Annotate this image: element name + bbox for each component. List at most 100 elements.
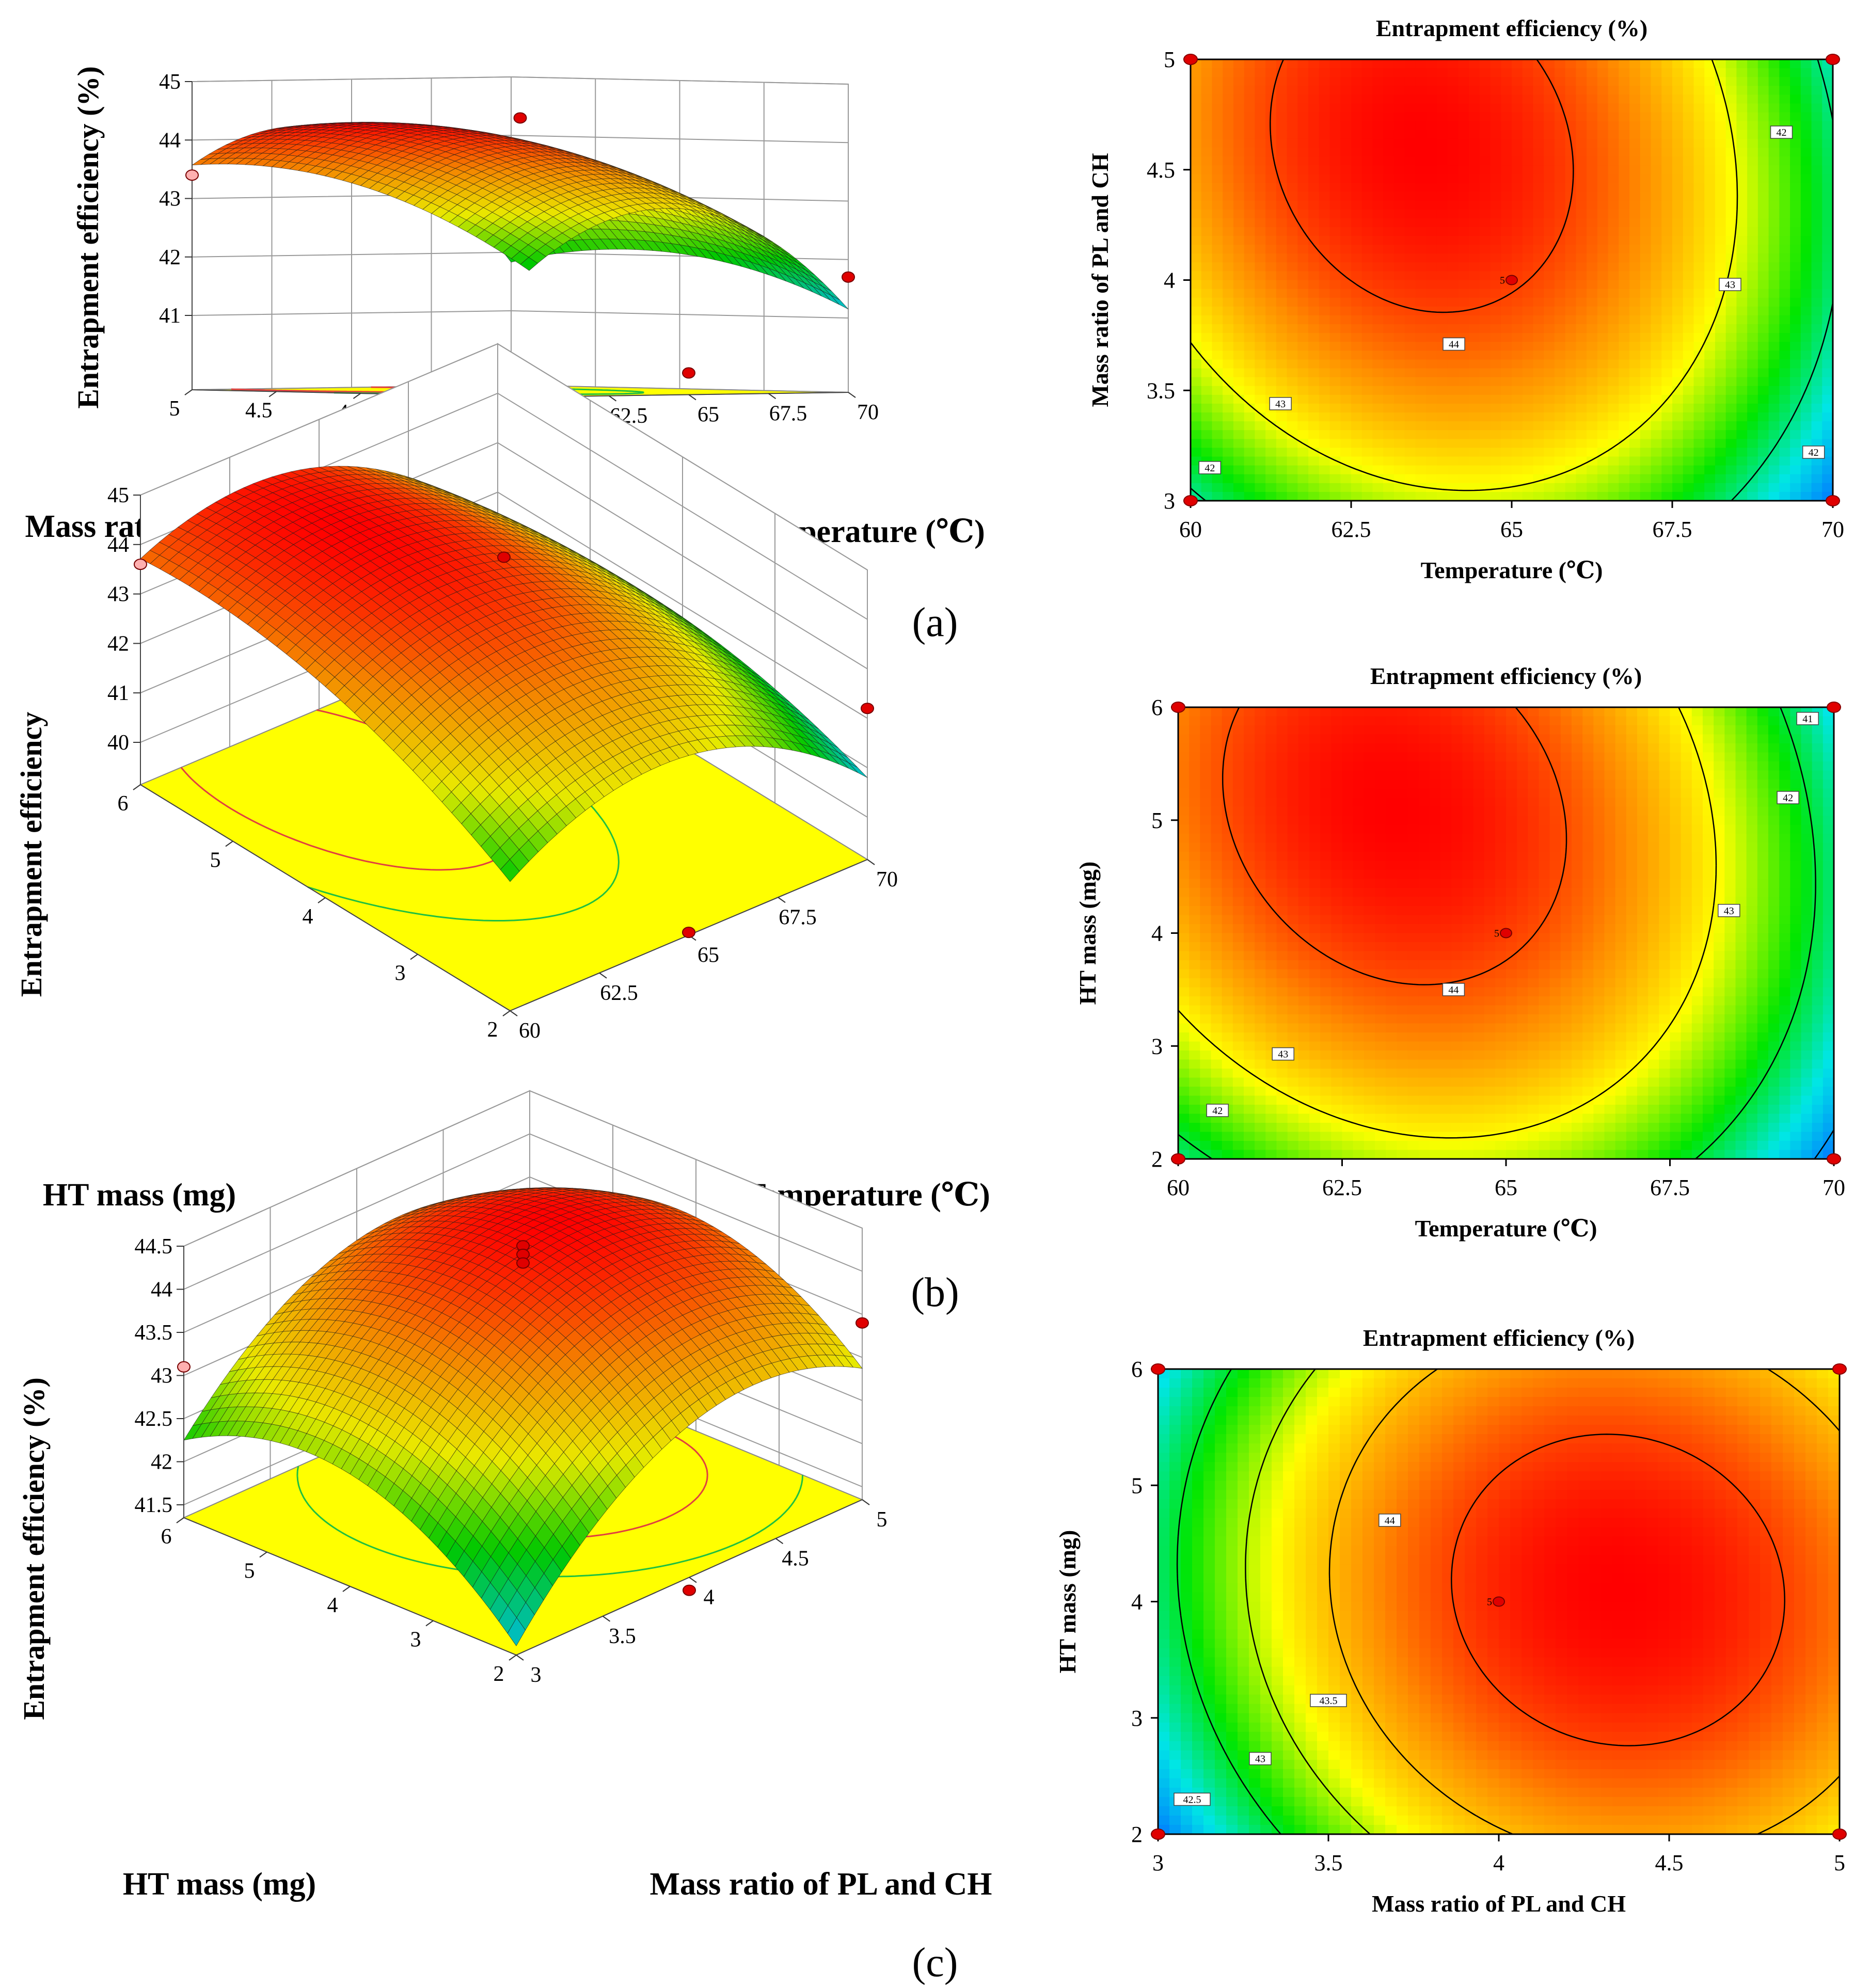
x-tick-label: 4.5 [1655,1850,1684,1875]
design-point [177,1361,191,1373]
y-tick-label: 4 [1151,921,1163,946]
design-point [1826,54,1840,65]
x-tick [599,972,607,979]
x-tick [848,392,856,398]
y-axis-label: HT mass (mg) [1074,862,1101,1005]
y-tick-label: 2 [494,1662,504,1686]
contour-label-box [1174,1792,1211,1806]
x-tick [867,859,875,865]
design-point [842,271,855,283]
design-point [1151,1828,1165,1840]
x-tick-label: 70 [857,401,879,424]
center-point [1493,1596,1505,1607]
design-point [682,367,695,379]
x-tick-label: 5 [877,1508,888,1532]
y-tick-label: 2 [1151,1147,1163,1172]
contour-label: 43.5 [1320,1695,1338,1707]
x-tick [602,1615,611,1622]
contour-label-box [1796,712,1819,725]
y-tick [425,1620,434,1627]
contour-title: Entrapment efficiency (%) [1363,1325,1635,1351]
design-point [1171,1153,1185,1165]
contour-label: 43 [1725,279,1735,291]
x-tick [775,1538,784,1545]
surface-plot-b: 4041424344456062.56567.57023456Entrapmen… [14,343,990,1213]
x-tick-label: 67.5 [1653,517,1692,542]
z-axis-label: Entrapment efficiency (%) [17,1377,51,1720]
y-tick-label: 3 [1131,1706,1143,1731]
contour-label: 42 [1783,792,1793,804]
contour-label-box [1206,1104,1229,1117]
center-point-label: 5 [1494,928,1499,940]
contour-lines [1176,1368,1840,1835]
y-tick-label: 3 [1151,1033,1163,1059]
x-tick-label: 3 [531,1663,542,1687]
x-tick [516,1655,524,1661]
z-tick-label: 45 [159,70,181,94]
contour-label-box [1269,397,1292,410]
y-tick-label: 5 [1151,808,1163,833]
design-point [1827,1153,1841,1165]
y-tick-label: 3 [1164,488,1175,514]
y-tick [225,840,233,847]
z-tick-label: 43 [107,583,129,607]
y-tick-label: 4.5 [245,399,273,423]
x-tick [778,897,786,903]
panel-label-b: (b) [911,1270,959,1315]
contour-fill [1191,59,1833,501]
contour-plot-b: 60 62.5 65 67.5 70 2 3 4 5 6 Entrapment efficiency… [1074,663,1845,1242]
response-surface [191,122,849,310]
y-tick [410,953,418,960]
y-tick-label: 4 [327,1594,338,1617]
contour-line [1270,59,1574,313]
response-surface [183,1187,863,1646]
y-tick-label: 5 [210,849,221,872]
contour-line [1814,1129,1835,1159]
design-point [513,112,527,124]
y-tick-label: 6 [1131,1357,1143,1382]
contour-label-box [1802,446,1825,459]
y-tick-label: 3 [395,962,406,985]
z-tick-label: 41 [107,681,129,705]
design-point [1171,702,1185,713]
contour-label: 42 [1205,463,1215,474]
z-tick-label: 45 [107,484,129,507]
z-tick-label: 43.5 [135,1321,173,1345]
y-tick-label: 5 [244,1560,255,1583]
y-tick-label: 6 [118,792,129,816]
x-tick-label: 70 [1823,1175,1845,1200]
x-axis-label: Temperature (℃) [1415,1215,1597,1242]
contour-label: 43 [1724,905,1734,917]
x-tick-label: 3.5 [609,1625,636,1648]
contour-line [1451,1434,1785,1746]
design-point [1832,1363,1847,1375]
contour-label-box [1777,791,1799,804]
contour-label-box [1718,904,1740,917]
y-tick-label: 6 [1151,695,1163,720]
x-tick [862,1499,870,1505]
y-tick-label: 4 [1131,1589,1143,1615]
center-point-label: 5 [1487,1597,1492,1608]
y-tick-label: 4.5 [1147,157,1175,183]
x-tick-label: 4.5 [782,1547,809,1570]
contour-line [1245,1369,1371,1835]
contour-line [1190,59,1834,501]
design-point [855,1317,869,1329]
design-point [682,927,695,939]
y-tick-label: 2 [1131,1822,1143,1847]
contour-fill [1178,707,1834,1159]
z-tick-label: 42 [107,632,129,656]
x-tick-label: 67.5 [779,905,817,929]
contour-label: 43 [1255,1754,1265,1765]
design-point [683,1584,696,1596]
contour-label-box [1378,1514,1401,1527]
contour-fill [1158,1369,1840,1835]
y-tick [502,1010,511,1016]
z-tick-label: 42 [159,246,181,269]
x-tick-label: 62.5 [1322,1175,1362,1200]
y-tick-label: 5 [1131,1473,1143,1498]
y-tick [353,393,361,399]
y-tick-label: 4 [303,905,313,929]
center-point [1500,928,1512,939]
